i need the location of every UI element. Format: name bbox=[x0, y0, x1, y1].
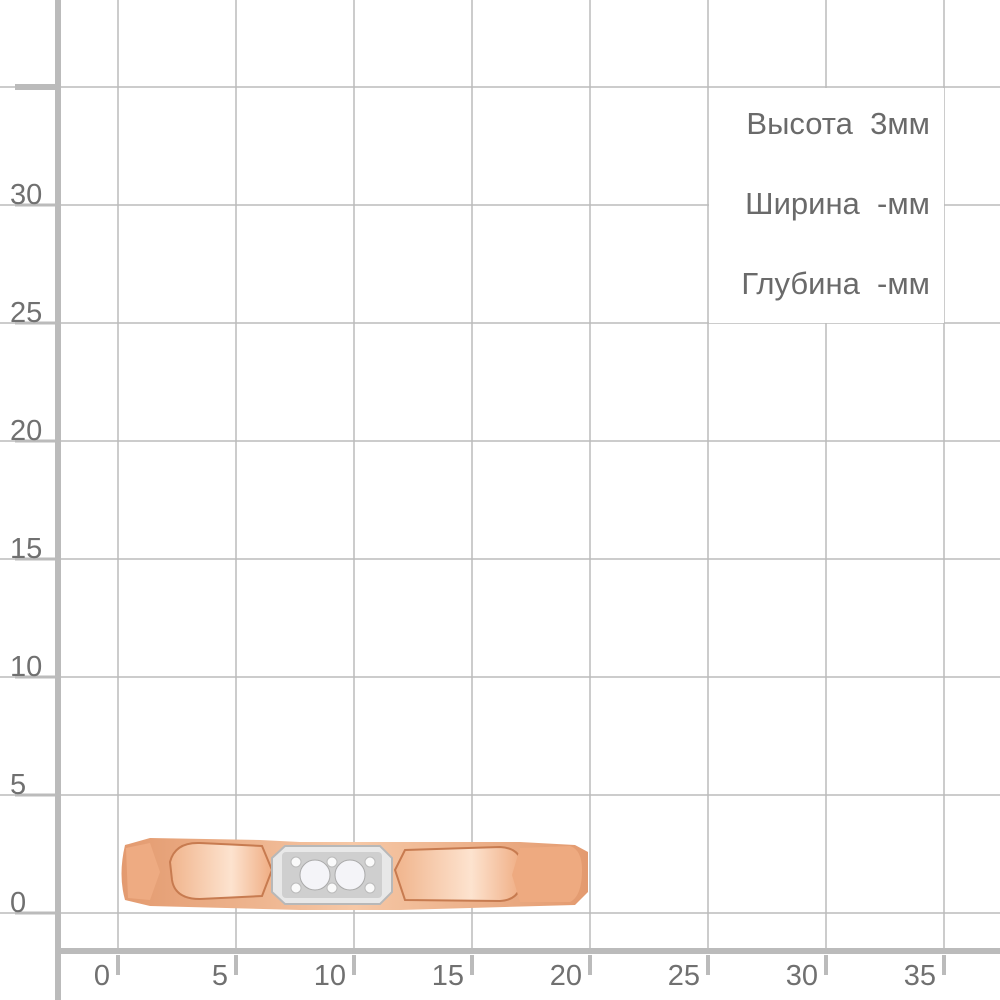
spec-value: 3мм bbox=[870, 106, 930, 141]
spec-label: Высота bbox=[746, 106, 853, 141]
diamond bbox=[334, 859, 366, 891]
y-axis-label: 10 bbox=[10, 651, 43, 683]
x-axis-label: 15 bbox=[431, 960, 464, 992]
diamond bbox=[299, 859, 331, 891]
spec-label: Глубина bbox=[741, 266, 860, 301]
spec-width: Ширина -мм bbox=[745, 186, 930, 222]
y-axis-label: 30 bbox=[10, 179, 43, 211]
y-axis-label: 15 bbox=[10, 533, 43, 565]
y-axis-label: 0 bbox=[10, 887, 27, 919]
x-axis-label: 30 bbox=[785, 960, 818, 992]
dimension-specs-panel: Высота 3мм Ширина -мм Глубина -мм bbox=[709, 88, 944, 323]
x-axis-label: 0 bbox=[93, 960, 110, 992]
spec-value: -мм bbox=[877, 186, 930, 221]
spec-depth: Глубина -мм bbox=[741, 266, 930, 302]
y-axis-label: 20 bbox=[10, 415, 43, 447]
spec-height: Высота 3мм bbox=[746, 106, 930, 142]
x-axis-label: 5 bbox=[211, 960, 228, 992]
spec-label: Ширина bbox=[745, 186, 860, 221]
x-axis-label: 25 bbox=[667, 960, 700, 992]
x-axis-label: 35 bbox=[903, 960, 936, 992]
y-axis-label: 5 bbox=[10, 769, 27, 801]
spec-value: -мм bbox=[877, 266, 930, 301]
x-axis-label: 20 bbox=[549, 960, 582, 992]
x-axis-label: 10 bbox=[313, 960, 346, 992]
y-axis-label: 25 bbox=[10, 297, 43, 329]
